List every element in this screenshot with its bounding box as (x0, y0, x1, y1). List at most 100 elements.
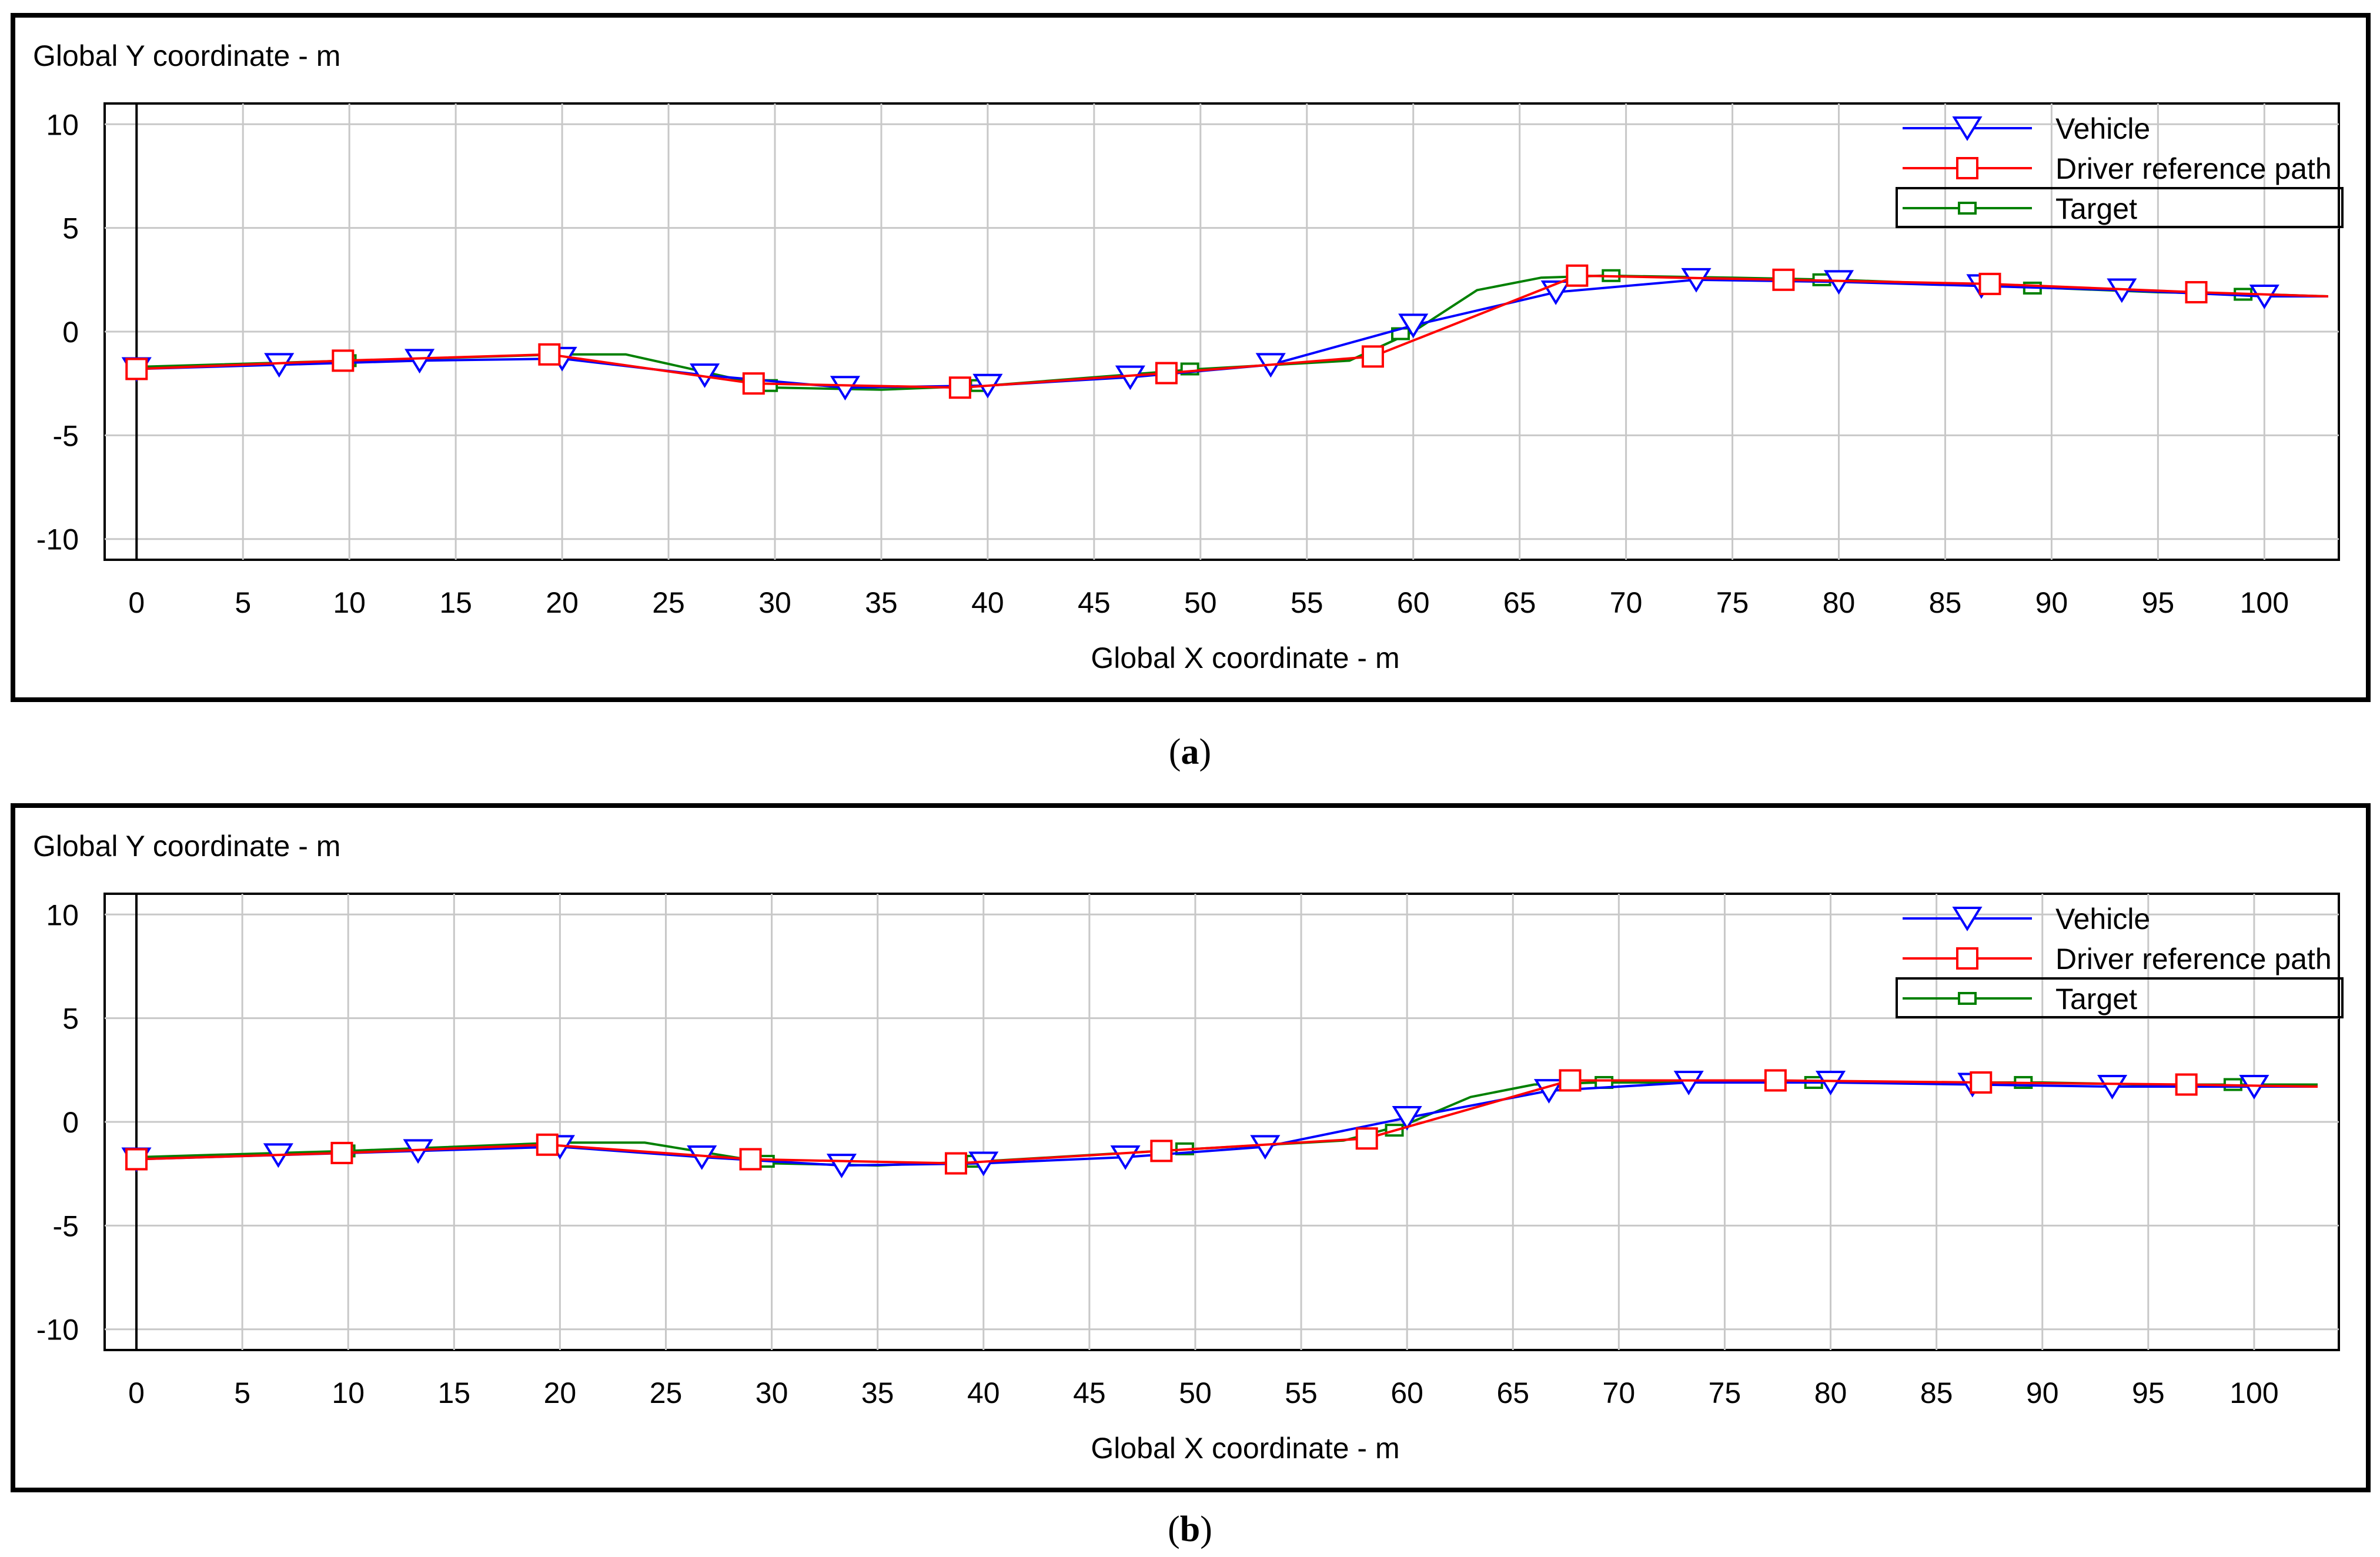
chart-b-legend-marker (1952, 907, 1983, 931)
caption-a-letter: a (1181, 732, 1199, 772)
chart-a-xtick-label: 95 (2142, 586, 2175, 619)
chart-a-series-line (136, 274, 2328, 389)
chart-a-xtick-label: 10 (333, 586, 366, 619)
chart-b-series-point (1970, 1071, 1993, 1094)
chart-b-xtick-label: 85 (1920, 1376, 1953, 1409)
chart-b-series-point (739, 1148, 762, 1171)
chart-a-ytick-label: 0 (62, 316, 79, 349)
chart-b-grid (105, 894, 2339, 1350)
chart-a-xtick-label: 65 (1503, 586, 1536, 619)
chart-a-series-point (1978, 272, 2001, 295)
chart-a-legend-marker (1952, 116, 1983, 141)
chart-b-xtick-label: 90 (2026, 1376, 2059, 1409)
caption-b-letter: b (1179, 1509, 1201, 1549)
chart-a-xtick-label: 85 (1929, 586, 1962, 619)
chart-b-legend-label: Driver reference path (2055, 943, 2332, 975)
chart-a-xtick-label: 90 (2035, 586, 2068, 619)
chart-b-xtick-label: 0 (128, 1376, 145, 1409)
chart-b-ylabel: Global Y coordinate - m (33, 830, 340, 863)
chart-b-ytick-label: -5 (53, 1209, 79, 1242)
chart-b-xtick-label: 20 (544, 1376, 577, 1409)
chart-a-series-point (1398, 313, 1429, 339)
chart-a-series-point (948, 376, 971, 399)
caption-a: (a) (1168, 732, 1212, 772)
chart-a-xtick-label: 70 (1610, 586, 1643, 619)
chart-b-xtick-label: 45 (1073, 1376, 1106, 1409)
chart-a-legend-label: Target (2055, 192, 2137, 225)
chart-a-xtick-label: 75 (1716, 586, 1749, 619)
chart-b-xtick-label: 40 (967, 1376, 1000, 1409)
chart-a-series-point (125, 357, 148, 380)
chart-b-series-point (1355, 1127, 1378, 1150)
chart-b-xtick-label: 15 (438, 1376, 471, 1409)
chart-b-series-point (1673, 1070, 1704, 1095)
chart-panel-b: Global Y coordinate - m 0 5 10 15 20 25 30 35 40 4… (11, 803, 2371, 1492)
chart-b-legend: Vehicle Driver reference path Target (1896, 903, 2344, 1018)
chart-b-series-driver-reference-path (125, 1069, 2318, 1175)
chart-a-series-point (332, 349, 355, 372)
chart-a-series-point (2185, 280, 2208, 303)
chart-svg-b: Global Y coordinate - m 0 5 10 15 20 25 30 35 40 4… (33, 830, 2344, 1465)
chart-a-legend: Vehicle Driver reference path Target (1896, 112, 2344, 228)
chart-a-xtick-label: 60 (1397, 586, 1430, 619)
chart-a-ytick-label: -5 (53, 419, 79, 452)
chart-a-series-point (1772, 268, 1795, 291)
chart-a-series-point (264, 353, 295, 378)
chart-a-series-point (742, 372, 765, 395)
chart-b-xlabel: Global X coordinate - m (1091, 1432, 1399, 1465)
chart-b-xtick-label: 65 (1496, 1376, 1529, 1409)
chart-b-series-point (330, 1141, 353, 1164)
chart-a-xtick-label: 20 (546, 586, 579, 619)
chart-a-xtick-label: 100 (2240, 586, 2289, 619)
chart-b-xtick-label: 10 (332, 1376, 365, 1409)
chart-b-series-point (2097, 1075, 2128, 1100)
chart-b-series-point (968, 1151, 999, 1177)
chart-a-ylabel: Global Y coordinate - m (33, 39, 340, 72)
chart-b-series-point (1815, 1070, 1846, 1095)
chart-a-xtick-label: 25 (652, 586, 685, 619)
chart-b-series-point (2175, 1073, 2198, 1096)
chart-a-xtick-label: 15 (439, 586, 472, 619)
chart-a-legend-label: Driver reference path (2055, 152, 2332, 185)
chart-b-xtick-label: 5 (234, 1376, 250, 1409)
chart-a-series-point (1681, 268, 1712, 293)
chart-a-xtick-label: 45 (1078, 586, 1111, 619)
chart-b-series-point (1559, 1069, 1582, 1092)
chart-a-xtick-label: 50 (1184, 586, 1217, 619)
chart-b-legend-marker (1958, 992, 1977, 1005)
chart-b-ytick-label: 10 (46, 898, 79, 931)
chart-b-legend-marker (1956, 947, 1978, 970)
chart-b-series-point (944, 1152, 967, 1175)
chart-a-series-point (405, 349, 435, 374)
chart-b-ytick-label: -10 (36, 1314, 79, 1346)
chart-b-series-point (1392, 1105, 1422, 1131)
chart-a-series-driver-reference-path (125, 264, 2328, 399)
chart-a-xtick-label: 35 (865, 586, 898, 619)
chart-a-ytick-label: 5 (62, 212, 79, 245)
chart-b-xtick-label: 70 (1603, 1376, 1636, 1409)
chart-a-xtick-label: 30 (758, 586, 791, 619)
chart-a-series-point (1361, 345, 1384, 368)
chart-b-xtick-label: 50 (1179, 1376, 1212, 1409)
chart-a-legend-highlight (1896, 187, 2344, 228)
chart-b-ytick-label: 0 (62, 1106, 79, 1139)
chart-b-xtick-label: 95 (2132, 1376, 2165, 1409)
chart-b-ytick-label: 5 (62, 1003, 79, 1035)
caption-b: (b) (1168, 1509, 1212, 1549)
chart-a-xtick-label: 40 (971, 586, 1004, 619)
chart-b-legend-label: Target (2055, 983, 2137, 1015)
chart-b-xtick-label: 25 (650, 1376, 683, 1409)
chart-a-ytick-label: 10 (46, 108, 79, 141)
chart-b-series-point (1250, 1135, 1281, 1160)
chart-b-xtick-label: 55 (1285, 1376, 1318, 1409)
chart-b-xtick-label: 35 (861, 1376, 894, 1409)
chart-a-series-point (2249, 285, 2279, 309)
chart-a-legend-label: Vehicle (2055, 112, 2150, 145)
chart-b-series-point (1150, 1140, 1173, 1162)
chart-b-legend-label: Vehicle (2055, 903, 2150, 935)
chart-b-series-line (136, 1079, 2318, 1165)
chart-panel-a: Global Y coordinate - m 0 5 10 15 20 25 30 35 40 4… (11, 13, 2371, 702)
chart-a-xtick-label: 80 (1823, 586, 1856, 619)
chart-a-legend-marker (1958, 202, 1977, 215)
chart-a-legend-marker (1956, 157, 1978, 179)
